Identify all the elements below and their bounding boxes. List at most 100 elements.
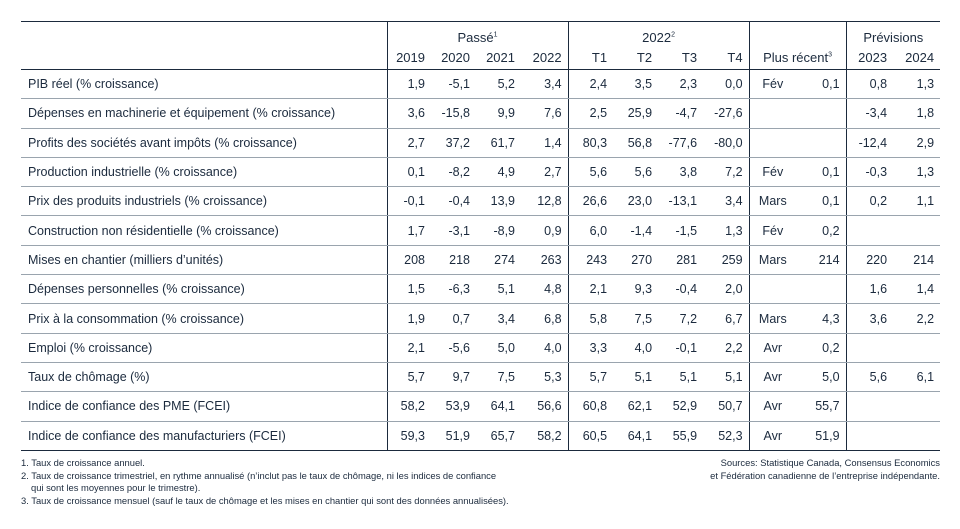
quarter-value-cell: 80,3 <box>567 128 614 158</box>
header-group-quarters: 20222 <box>567 21 750 45</box>
quarter-value-cell: 2,0 <box>703 274 750 305</box>
forecast-value-cell: 1,3 <box>893 69 941 100</box>
past-value-cell: -0,1 <box>386 186 431 217</box>
past-value-cell: 9,9 <box>476 98 521 129</box>
quarter-value-cell: -0,4 <box>658 274 704 305</box>
forecast-value-cell: 6,1 <box>893 362 941 393</box>
quarter-value-cell: 60,8 <box>567 391 614 422</box>
past-value-cell: 0,9 <box>521 215 569 246</box>
quarter-value-cell: 26,6 <box>567 186 614 217</box>
quarter-value-cell: 259 <box>703 245 750 276</box>
row-label: Indice de confiance des manufacturiers (… <box>21 421 387 451</box>
forecast-value-cell <box>893 391 941 422</box>
forecast-value-cell: 1,3 <box>893 157 941 188</box>
quarter-value-cell: 243 <box>567 245 614 276</box>
past-value-cell: 218 <box>431 245 476 276</box>
row-label: Mises en chantier (milliers d’unités) <box>21 245 387 276</box>
forecast-value-cell: 1,4 <box>893 274 941 305</box>
recent-value-cell: 0,1 <box>796 157 847 188</box>
header-label-col <box>21 45 387 70</box>
table-row: Emploi (% croissance) 2,1 -5,6 5,0 4,0 3,3 4,0… <box>21 333 941 363</box>
recent-month-cell: Avr <box>748 333 797 363</box>
economic-indicators-table: Passé1 20222 Prévisions 2019 2020 2021 2… <box>21 21 941 451</box>
footnotes: 1. Taux de croissance annuel. 2. Taux de… <box>21 457 621 507</box>
recent-value-cell: 51,9 <box>796 421 847 451</box>
forecast-value-cell: 220 <box>845 245 894 276</box>
past-value-cell: 208 <box>386 245 431 276</box>
row-label: PIB réel (% croissance) <box>21 69 387 100</box>
past-value-cell: -15,8 <box>431 98 476 129</box>
header-group-row: Passé1 20222 Prévisions <box>21 21 941 45</box>
quarter-value-cell: 270 <box>613 245 659 276</box>
header-group-past: Passé1 <box>386 21 569 45</box>
past-value-cell: 13,9 <box>476 186 521 217</box>
quarter-value-cell: 64,1 <box>613 421 659 451</box>
quarter-value-cell: 2,5 <box>567 98 614 129</box>
col-t4: T4 <box>703 45 750 70</box>
past-value-cell: 5,0 <box>476 333 521 363</box>
past-value-cell: 9,7 <box>431 362 476 393</box>
past-value-cell: 37,2 <box>431 128 476 158</box>
table-row: Production industrielle (% croissance) 0,… <box>21 157 941 188</box>
recent-value-cell: 0,1 <box>796 69 847 100</box>
recent-value-cell: 0,1 <box>796 186 847 217</box>
past-value-cell: 3,6 <box>386 98 431 129</box>
table-row: Taux de chômage (%) 5,7 9,7 7,5 5,3 5,7 5,1 5,1… <box>21 362 941 393</box>
past-value-cell: 274 <box>476 245 521 276</box>
col-t3: T3 <box>658 45 704 70</box>
quarter-value-cell: 52,3 <box>703 421 750 451</box>
footnote-2: 2. Taux de croissance trimestriel, en ry… <box>21 469 497 481</box>
recent-month-cell: Avr <box>748 391 797 422</box>
recent-value-cell <box>796 128 847 158</box>
footnote-1: 1. Taux de croissance annuel. <box>21 457 145 468</box>
quarter-value-cell: 5,1 <box>613 362 659 393</box>
recent-value-cell: 55,7 <box>796 391 847 422</box>
table-row: Dépenses en machinerie et équipement (% … <box>21 98 941 129</box>
header-blank <box>21 21 387 45</box>
sources-line-2: et Fédération canadienne de l’entreprise… <box>710 469 940 481</box>
forecast-value-cell: 214 <box>893 245 941 276</box>
past-value-cell: -5,6 <box>431 333 476 363</box>
forecast-value-cell: -3,4 <box>845 98 894 129</box>
col-2021: 2021 <box>476 45 521 70</box>
past-value-cell: 4,0 <box>521 333 569 363</box>
past-value-cell: 3,4 <box>521 69 569 100</box>
past-value-cell: 0,1 <box>386 157 431 188</box>
past-value-cell: 4,8 <box>521 274 569 305</box>
sources-line-1: Sources: Statistique Canada, Consensus E… <box>720 457 940 468</box>
recent-value-cell <box>796 98 847 129</box>
past-value-cell: 64,1 <box>476 391 521 422</box>
past-value-cell: 5,3 <box>521 362 569 393</box>
table-row: Construction non résidentielle (% croiss… <box>21 215 941 246</box>
past-value-cell: 1,4 <box>521 128 569 158</box>
forecast-value-cell: 0,8 <box>845 69 894 100</box>
quarter-value-cell: 2,1 <box>567 274 614 305</box>
forecast-value-cell: 5,6 <box>845 362 894 393</box>
quarter-value-cell: 5,6 <box>567 157 614 188</box>
quarter-value-cell: 2,3 <box>658 69 704 100</box>
table-row: Profits des sociétés avant impôts (% cro… <box>21 128 941 158</box>
recent-month-cell: Mars <box>748 245 797 276</box>
quarter-value-cell: 6,7 <box>703 303 750 334</box>
forecast-value-cell: -0,3 <box>845 157 894 188</box>
recent-value-cell <box>796 274 847 305</box>
past-value-cell: 5,2 <box>476 69 521 100</box>
col-forecast-2024: 2024 <box>893 45 941 70</box>
recent-month-cell: Avr <box>748 421 797 451</box>
recent-month-cell <box>748 98 797 129</box>
past-value-cell: 1,5 <box>386 274 431 305</box>
recent-value-cell: 4,3 <box>796 303 847 334</box>
quarter-value-cell: -1,5 <box>658 215 704 246</box>
row-label: Construction non résidentielle (% croiss… <box>21 215 387 246</box>
past-value-cell: 53,9 <box>431 391 476 422</box>
quarter-value-cell: -13,1 <box>658 186 704 217</box>
past-value-cell: -8,9 <box>476 215 521 246</box>
recent-month-cell: Fév <box>748 69 797 100</box>
table-row: Indice de confiance des PME (FCEI) 58,2 53… <box>21 391 941 422</box>
past-value-cell: -3,1 <box>431 215 476 246</box>
col-t1: T1 <box>567 45 614 70</box>
quarter-value-cell: 4,0 <box>613 333 659 363</box>
col-2022: 2022 <box>521 45 569 70</box>
quarter-value-cell: 7,2 <box>703 157 750 188</box>
recent-value-cell: 0,2 <box>796 215 847 246</box>
